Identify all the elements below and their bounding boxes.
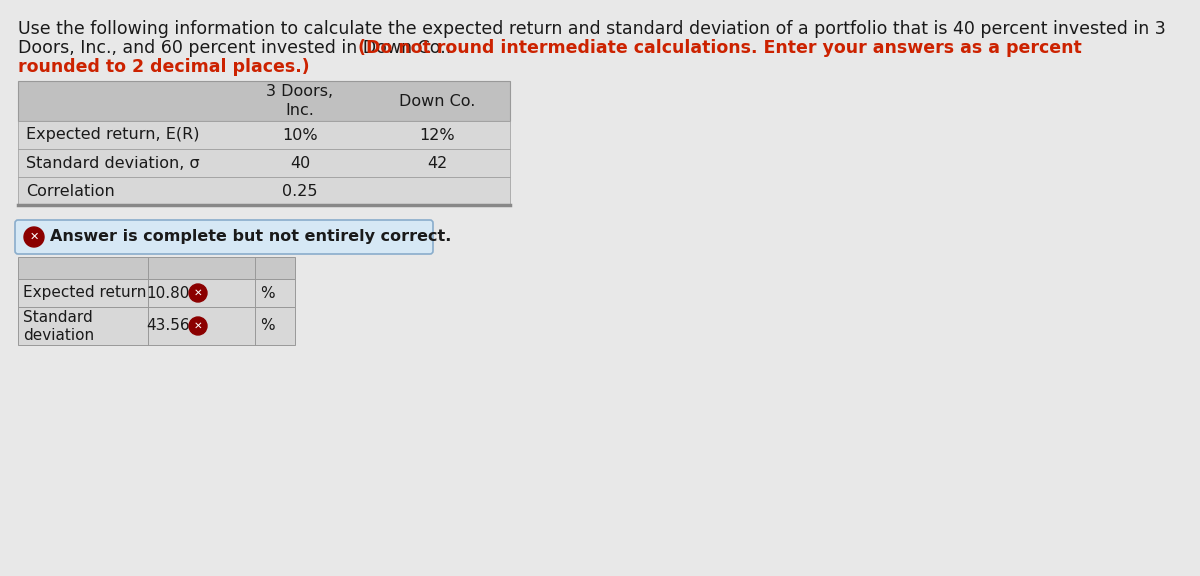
Bar	[18, 257, 295, 279]
Text: 42: 42	[427, 156, 448, 170]
Text: 10%: 10%	[282, 127, 318, 142]
Bar	[18, 279, 295, 307]
Text: 12%: 12%	[420, 127, 455, 142]
Bar	[18, 81, 510, 121]
Text: (Do not round intermediate calculations. Enter your answers as a percent: (Do not round intermediate calculations.…	[358, 39, 1081, 57]
Text: %: %	[260, 319, 275, 334]
Circle shape	[190, 317, 208, 335]
Circle shape	[190, 284, 208, 302]
Text: 0.25: 0.25	[282, 184, 318, 199]
Text: Expected return: Expected return	[23, 286, 146, 301]
Text: rounded to 2 decimal places.): rounded to 2 decimal places.)	[18, 58, 310, 76]
Text: Use the following information to calculate the expected return and standard devi: Use the following information to calcula…	[18, 20, 1165, 38]
Text: Doors, Inc., and 60 percent invested in Down Co.:: Doors, Inc., and 60 percent invested in …	[18, 39, 457, 57]
Text: ✕: ✕	[29, 232, 38, 242]
Text: 3 Doors,
Inc.: 3 Doors, Inc.	[266, 84, 334, 118]
Bar	[18, 149, 510, 177]
Text: 40: 40	[290, 156, 310, 170]
Text: Standard
deviation: Standard deviation	[23, 309, 94, 343]
Bar	[18, 121, 510, 149]
Text: Correlation: Correlation	[26, 184, 115, 199]
FancyBboxPatch shape	[14, 220, 433, 254]
Bar	[18, 177, 510, 205]
Circle shape	[24, 227, 44, 247]
Text: %: %	[260, 286, 275, 301]
Text: Down Co.: Down Co.	[400, 93, 475, 108]
Text: Standard deviation, σ: Standard deviation, σ	[26, 156, 199, 170]
Text: 43.56: 43.56	[146, 319, 190, 334]
Text: ✕: ✕	[193, 288, 203, 298]
Bar	[18, 307, 295, 345]
Text: Expected return, E(R): Expected return, E(R)	[26, 127, 199, 142]
Text: Answer is complete but not entirely correct.: Answer is complete but not entirely corr…	[50, 229, 451, 244]
Text: 10.80: 10.80	[146, 286, 190, 301]
Text: ✕: ✕	[193, 321, 203, 331]
